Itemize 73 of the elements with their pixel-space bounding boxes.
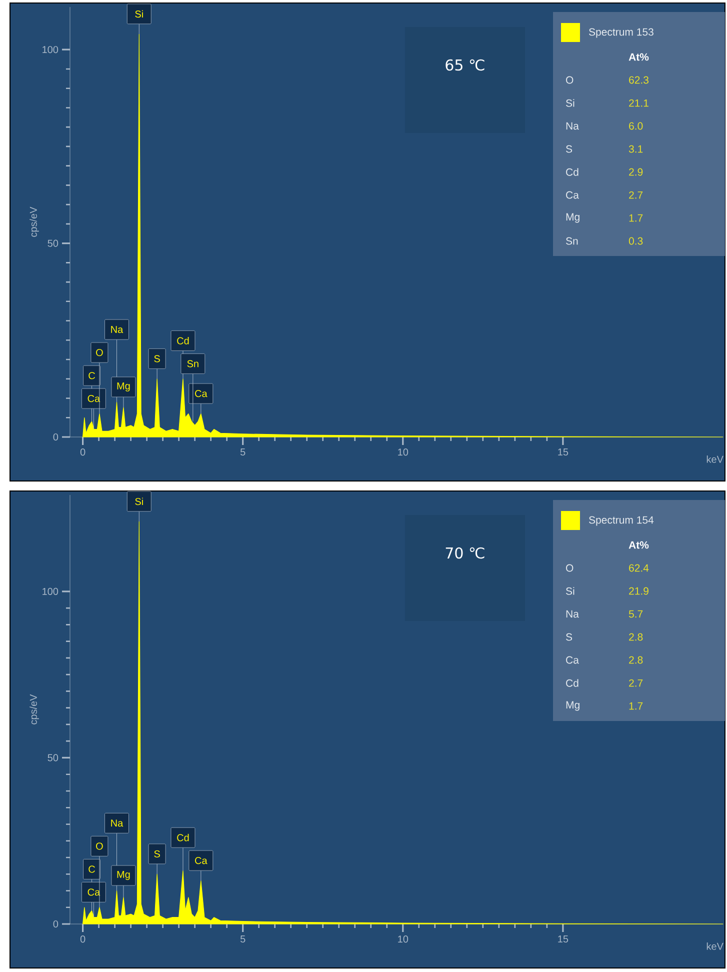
annotation: S (154, 850, 160, 858)
legend-label: Spectrum 153 (589, 28, 654, 38)
annotation: Na (566, 610, 580, 618)
x-tick-label: 5 (240, 448, 246, 456)
annotation: Ca (566, 191, 580, 199)
x-tick-label: 0 (80, 448, 86, 456)
annotation: Na (111, 326, 124, 334)
y-tick-label: 0 (53, 433, 58, 441)
y-tick-label: 0 (53, 920, 58, 928)
annotation: Na (566, 122, 580, 130)
annotation: At% (628, 541, 649, 549)
annotation: 2.9 (629, 168, 643, 176)
annotation: 0.3 (629, 237, 643, 245)
annotation: Mg (566, 213, 580, 223)
annotation: 2.7 (629, 191, 643, 199)
annotation: 21.9 (629, 587, 649, 595)
x-tick-label: 0 (80, 936, 86, 943)
annotation: 62.3 (629, 76, 649, 84)
annotation: Sn (566, 237, 578, 245)
y-axis-title: cps/eV (30, 206, 40, 237)
annotation: Ca (195, 390, 208, 398)
annotation: 21.1 (629, 99, 649, 107)
annotation: 2.7 (629, 679, 643, 687)
legend-label: Spectrum 154 (589, 516, 654, 526)
annotation: O (96, 349, 103, 356)
annotation: 5.7 (629, 610, 643, 618)
annotation: Si (135, 498, 144, 506)
annotation: Mg (566, 701, 580, 711)
annotation: Mg (117, 871, 130, 880)
annotation: Mg (117, 382, 130, 392)
x-axis-title: keV (707, 942, 724, 950)
annotation: Ca (566, 656, 580, 664)
annotation: Ca (88, 888, 100, 896)
annotation: 2.8 (629, 656, 643, 664)
annotation: O (566, 564, 574, 572)
x-tick-label: 15 (558, 936, 568, 942)
y-tick-label: 100 (42, 588, 58, 595)
annotation: S (566, 145, 572, 153)
annotation: Na (111, 820, 124, 827)
annotation: S (154, 355, 160, 362)
annotation: Si (135, 10, 144, 18)
y-tick-label: 100 (42, 46, 58, 54)
annotation: C (88, 866, 96, 873)
x-tick-label: 5 (240, 936, 246, 942)
annotation: Cd (566, 679, 578, 687)
annotation: 2.8 (629, 633, 643, 641)
text: 70 ℃ (446, 547, 484, 559)
annotation: Cd (566, 168, 578, 176)
x-tick-label: 10 (398, 936, 408, 943)
annotation: Si (566, 587, 574, 595)
annotation: Cd (177, 337, 189, 344)
annotation: At% (628, 53, 649, 61)
annotation: Ca (88, 395, 100, 402)
x-tick-label: 15 (558, 448, 568, 456)
annotation: Si (566, 99, 574, 107)
annotation: Sn (187, 360, 198, 368)
annotation: 62.4 (629, 564, 649, 572)
annotation: 1.7 (629, 702, 643, 710)
annotation: Cd (177, 834, 189, 842)
annotation: 3.1 (629, 145, 643, 153)
annotation: S (566, 633, 572, 641)
annotation: O (96, 842, 103, 850)
y-tick-label: 50 (48, 240, 58, 247)
y-axis-title: cps/eV (30, 694, 40, 724)
text: 65 ℃ (446, 59, 484, 71)
annotation: 1.7 (629, 214, 643, 222)
x-axis-title: keV (707, 456, 724, 463)
annotation: C (88, 372, 96, 380)
x-tick-label: 10 (398, 448, 408, 456)
annotation: O (566, 76, 574, 84)
annotation: 6.0 (629, 122, 643, 130)
y-tick-label: 50 (48, 754, 58, 762)
annotation: Ca (195, 857, 208, 864)
